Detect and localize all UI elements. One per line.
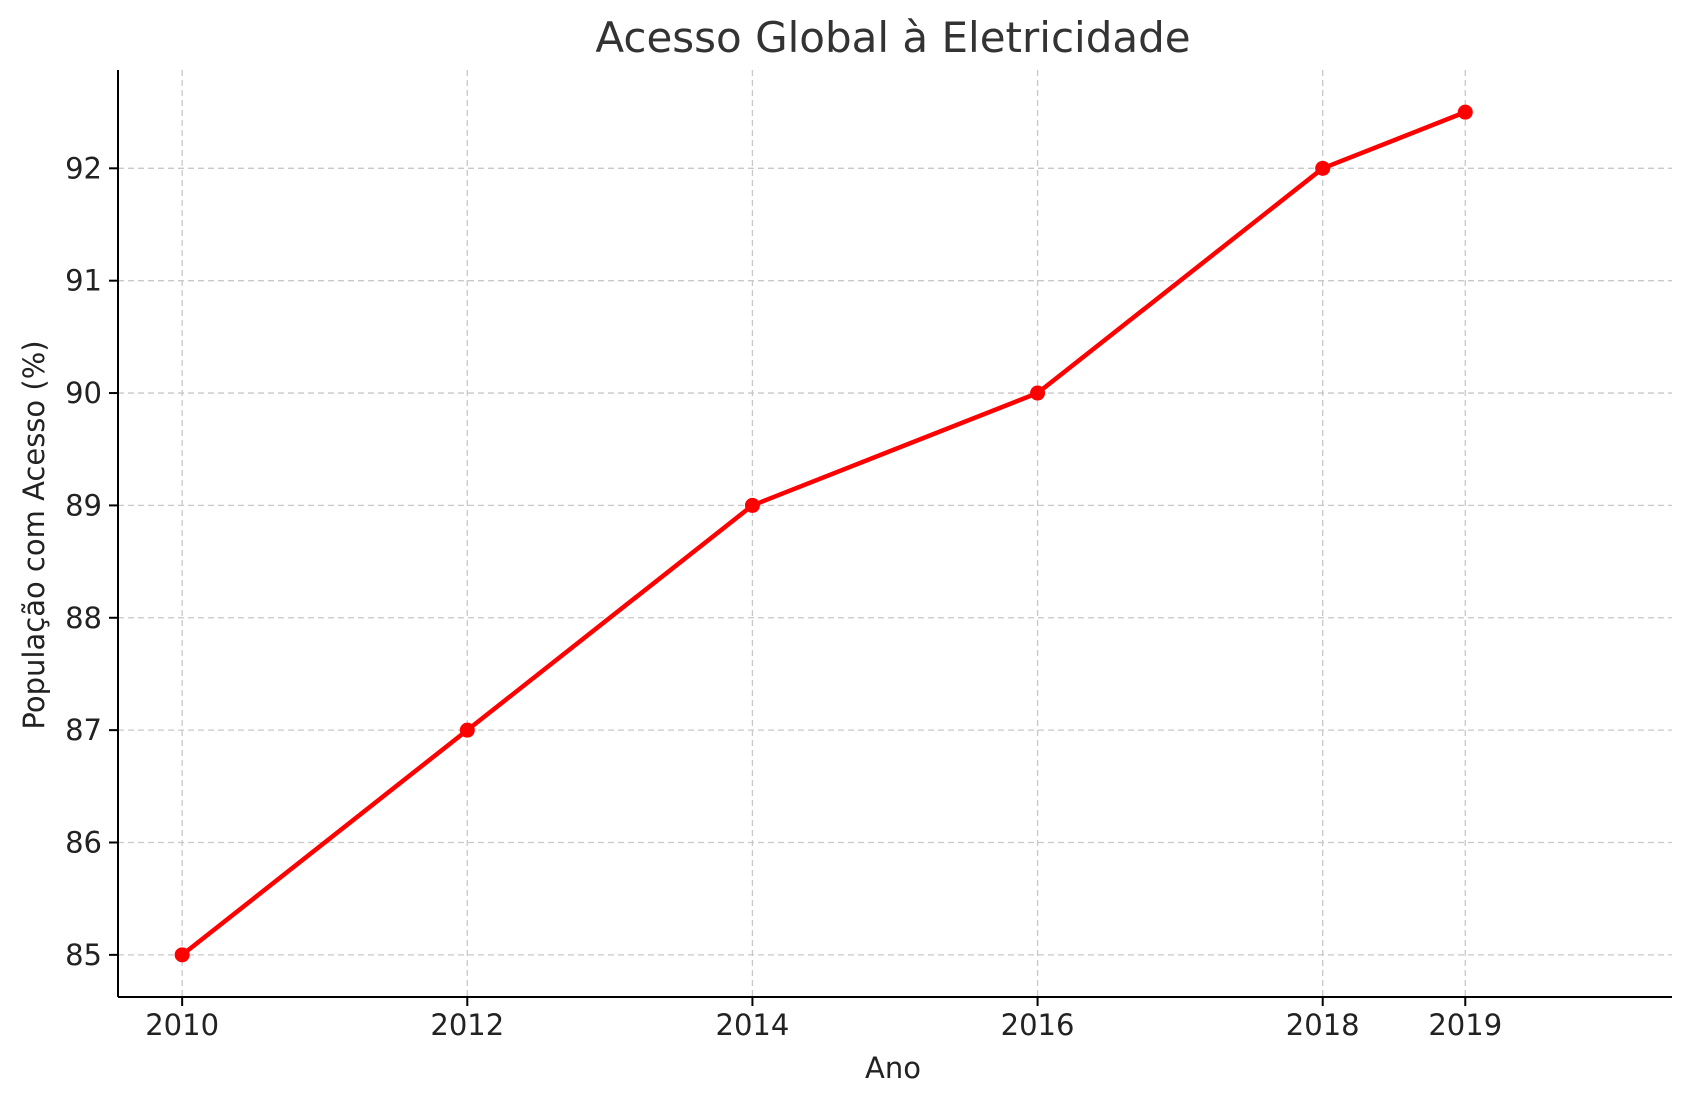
data-point-2019 (1457, 104, 1473, 120)
series (174, 104, 1473, 963)
ticks: 2010 2012 2014 2016 2018 2019 85 86 87 88 89 90 91 92 (65, 151, 1502, 1042)
x-tick-label-2014: 2014 (716, 1008, 790, 1042)
data-point-2010 (174, 947, 190, 963)
x-tick-label-2012: 2012 (430, 1008, 504, 1042)
data-point-2016 (1030, 385, 1046, 401)
data-point-2012 (459, 722, 475, 738)
data-point-2018 (1315, 160, 1331, 176)
x-axis-label: Ano (865, 1051, 921, 1085)
axes (117, 70, 1672, 998)
data-point-2014 (744, 497, 760, 513)
grid (118, 70, 1672, 997)
y-tick-label-85: 85 (65, 938, 102, 972)
x-tick-label-2010: 2010 (145, 1008, 219, 1042)
y-tick-label-88: 88 (65, 601, 102, 635)
y-tick-label-87: 87 (65, 713, 102, 747)
y-tick-label-90: 90 (65, 376, 102, 410)
y-axis-label: População com Acesso (%) (17, 340, 51, 729)
x-tick-label-2019: 2019 (1428, 1008, 1502, 1042)
series-line-0 (179, 109, 1468, 958)
y-tick-label-92: 92 (65, 151, 102, 185)
x-tick-label-2018: 2018 (1286, 1008, 1360, 1042)
y-tick-label-89: 89 (65, 488, 102, 522)
y-tick-label-91: 91 (65, 264, 102, 298)
x-tick-label-2016: 2016 (1001, 1008, 1075, 1042)
y-tick-label-86: 86 (65, 826, 102, 860)
chart-title: Acesso Global à Eletricidade (595, 13, 1190, 62)
